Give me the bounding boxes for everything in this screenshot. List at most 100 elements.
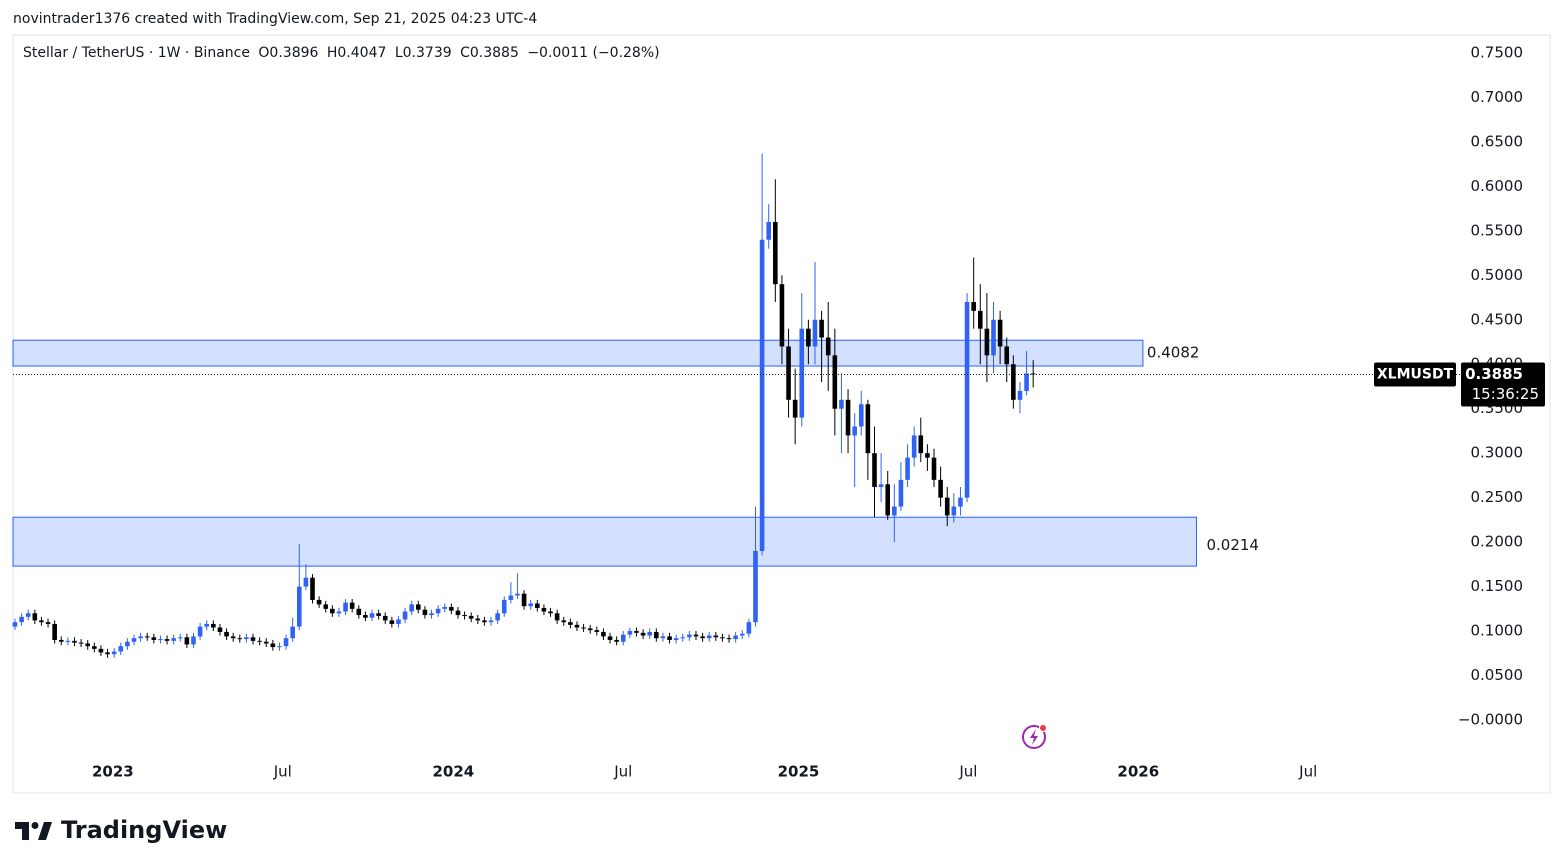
candle-body bbox=[356, 608, 362, 616]
candle-body bbox=[39, 620, 44, 623]
candle-body bbox=[277, 646, 282, 648]
candle-body bbox=[230, 636, 236, 639]
candle-body bbox=[726, 638, 732, 640]
candle-body bbox=[759, 239, 765, 552]
candle-body bbox=[495, 613, 500, 621]
y-tick-label: 0.2500 bbox=[1471, 488, 1524, 506]
candle-body bbox=[620, 634, 626, 642]
candle-body bbox=[429, 613, 434, 616]
candle-body bbox=[528, 603, 533, 607]
candle-body bbox=[753, 551, 758, 623]
legend: Stellar / TetherUS · 1W · Binance O0.389… bbox=[23, 45, 660, 61]
candle-body bbox=[19, 616, 24, 623]
y-tick-label: 0.2000 bbox=[1471, 533, 1524, 551]
candle-body bbox=[290, 626, 295, 639]
candle-body bbox=[905, 457, 910, 480]
candle-body bbox=[349, 602, 355, 609]
candle-body bbox=[296, 586, 302, 627]
candle-body bbox=[594, 630, 600, 632]
candle-body bbox=[918, 435, 924, 454]
candle-body bbox=[250, 637, 256, 641]
candle-body bbox=[938, 479, 943, 498]
y-tick-label: 0.6000 bbox=[1471, 177, 1524, 195]
candle-body bbox=[85, 643, 91, 647]
legend-change: −0.0011 (−0.28%) bbox=[527, 45, 659, 61]
x-tick-label: 2025 bbox=[778, 763, 820, 781]
candle-body bbox=[720, 637, 725, 639]
candle-body bbox=[819, 319, 824, 338]
candle-body bbox=[283, 638, 289, 647]
candle-body bbox=[706, 635, 712, 639]
ticker-badge bbox=[1374, 362, 1456, 387]
candle-body bbox=[687, 634, 692, 638]
legend-open: O0.3896 bbox=[258, 45, 318, 61]
candle-body bbox=[224, 631, 229, 637]
candle-body bbox=[581, 627, 586, 629]
candle-body bbox=[125, 641, 130, 647]
candle-body bbox=[144, 636, 150, 638]
candle-body bbox=[693, 634, 699, 637]
legend-close: C0.3885 bbox=[460, 45, 519, 61]
candle-body bbox=[766, 221, 772, 240]
candle-body bbox=[984, 328, 990, 356]
candle-body bbox=[65, 640, 71, 642]
candle-body bbox=[885, 484, 891, 516]
candle-body bbox=[422, 609, 428, 616]
candle-body bbox=[673, 638, 679, 640]
candle-body bbox=[779, 284, 785, 347]
candle-body bbox=[58, 639, 64, 642]
candle-body bbox=[878, 484, 884, 487]
candle-body bbox=[568, 622, 573, 625]
candle-body bbox=[614, 639, 619, 642]
attribution: novintrader1376 created with TradingView… bbox=[13, 11, 537, 27]
candle-body bbox=[508, 595, 514, 600]
candle-body bbox=[184, 637, 190, 645]
candle-body bbox=[925, 453, 930, 458]
candle-body bbox=[389, 620, 395, 624]
candle-body bbox=[521, 593, 527, 607]
candle-body bbox=[244, 637, 249, 640]
candle-body bbox=[211, 623, 216, 628]
candle-body bbox=[32, 613, 38, 621]
candle-body bbox=[323, 604, 329, 609]
candle-body bbox=[680, 637, 686, 639]
candle-body bbox=[45, 622, 51, 624]
y-tick-label: 0.5000 bbox=[1471, 266, 1524, 284]
candle-body bbox=[627, 631, 633, 635]
y-tick-label: −0.0000 bbox=[1458, 711, 1523, 729]
candle-body bbox=[858, 404, 864, 427]
zone bbox=[12, 339, 1144, 367]
logo-icon bbox=[38, 822, 52, 840]
candle-body bbox=[845, 399, 851, 436]
y-tick-label: 0.1000 bbox=[1471, 622, 1524, 640]
candle-body bbox=[640, 632, 646, 636]
candle-body bbox=[786, 346, 791, 400]
candle-body bbox=[971, 301, 976, 311]
y-tick-label: 0.7500 bbox=[1471, 43, 1524, 61]
candle-body bbox=[812, 319, 818, 347]
candle-body bbox=[852, 426, 857, 436]
y-tick-label: 0.0500 bbox=[1471, 666, 1524, 684]
legend-symbol: Stellar / TetherUS · 1W · Binance bbox=[23, 45, 250, 61]
candle-body bbox=[468, 615, 474, 619]
candle-body bbox=[991, 319, 996, 356]
candle-body bbox=[330, 608, 335, 614]
candle-body bbox=[343, 602, 348, 612]
y-tick-label: 0.3000 bbox=[1471, 444, 1524, 462]
candle-body bbox=[435, 608, 441, 614]
candle-body bbox=[541, 607, 547, 612]
x-tick-label: 2026 bbox=[1117, 763, 1159, 781]
candle-body bbox=[733, 635, 738, 640]
y-tick-label: 0.1500 bbox=[1471, 577, 1524, 595]
candle-body bbox=[171, 638, 176, 641]
candle-body bbox=[237, 638, 243, 640]
candle-body bbox=[310, 577, 315, 600]
candle-body bbox=[839, 399, 844, 409]
candle-body bbox=[806, 328, 811, 347]
candle-body bbox=[303, 577, 309, 587]
candle-body bbox=[607, 636, 613, 640]
countdown: 15:36:25 bbox=[1472, 385, 1539, 403]
candle-body bbox=[131, 638, 137, 642]
candle-body bbox=[825, 337, 831, 356]
